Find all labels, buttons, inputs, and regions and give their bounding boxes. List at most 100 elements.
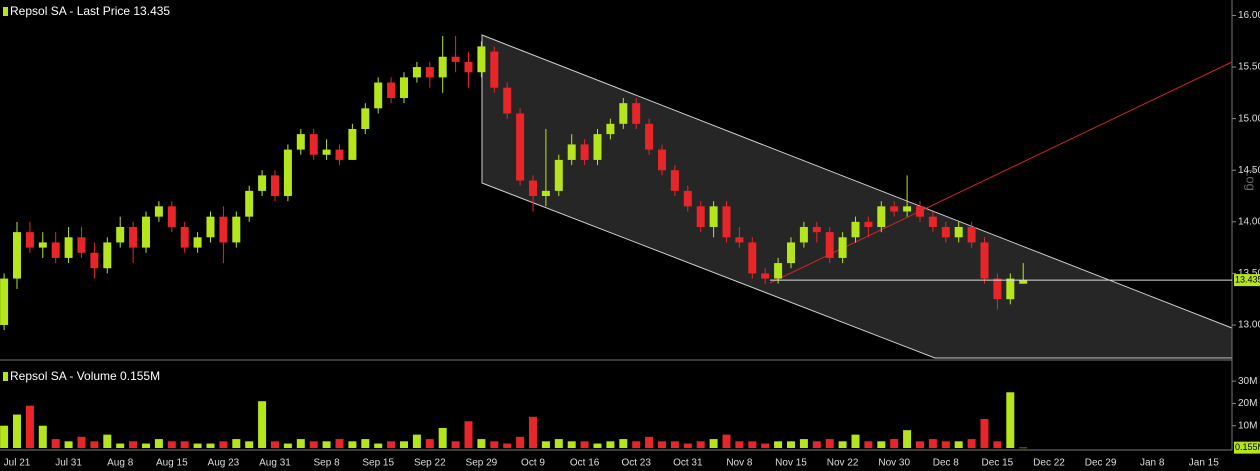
candle-body — [1006, 278, 1015, 300]
candle-body — [877, 206, 886, 227]
volume-bar — [322, 441, 331, 448]
legend-swatch — [3, 372, 8, 381]
volume-bar — [90, 441, 99, 448]
candle-body — [567, 144, 576, 160]
volume-bar — [374, 443, 383, 448]
volume-bar — [1019, 447, 1028, 449]
volume-bar — [967, 439, 976, 448]
volume-bar — [64, 441, 73, 448]
candle-body — [335, 149, 344, 160]
candle-body — [451, 56, 460, 62]
candle-body — [658, 149, 666, 171]
volume-tag — [1234, 441, 1260, 454]
candle-body — [580, 144, 589, 160]
trend-line — [769, 61, 1233, 284]
candle-body — [516, 113, 525, 181]
candle-body — [954, 226, 963, 238]
volume-bar — [1006, 392, 1015, 448]
candle-body — [180, 226, 189, 248]
legend-swatch — [3, 7, 8, 16]
volume-bar — [529, 416, 537, 448]
candle-body — [296, 134, 305, 150]
volume-bar — [38, 425, 47, 448]
y-tick-label: 15.00 — [1238, 113, 1260, 124]
candle-body — [735, 237, 744, 243]
volume-bar — [25, 405, 34, 448]
volume-bar — [645, 436, 654, 448]
volume-bar — [490, 441, 499, 448]
candle-body — [154, 206, 163, 217]
volume-bar — [928, 439, 937, 448]
candle-body — [322, 149, 331, 155]
volume-bar — [851, 434, 860, 448]
y-tick-label: 15.50 — [1238, 62, 1260, 73]
volume-bar — [283, 443, 292, 448]
candle-body — [438, 56, 447, 78]
volume-bar — [438, 427, 447, 448]
x-tick-label: Sep 29 — [466, 458, 498, 469]
candle-body — [890, 206, 899, 212]
candle-body — [477, 46, 486, 73]
x-tick-label: Jan 8 — [1140, 458, 1165, 469]
candle-body — [90, 252, 99, 269]
candle-body — [748, 242, 757, 274]
candle-body — [851, 221, 860, 238]
y-tick-label: 20M — [1238, 398, 1257, 409]
volume-bar — [206, 443, 215, 448]
candle-body — [258, 175, 267, 191]
volume-bar — [619, 439, 628, 448]
volume-bar — [606, 441, 615, 448]
volume-bar — [890, 439, 899, 448]
candle-body — [709, 206, 718, 227]
candle-body — [541, 190, 550, 197]
candle-body — [670, 170, 679, 191]
candle-body — [645, 123, 654, 150]
volume-bar — [696, 441, 705, 448]
volume-bar — [348, 441, 357, 448]
volume-bar — [451, 441, 460, 448]
volume-bar — [632, 441, 641, 448]
candle-body — [993, 278, 1002, 300]
candle-body — [490, 51, 499, 88]
candle-body — [374, 82, 383, 109]
volume-bar — [877, 441, 886, 448]
x-tick-label: Sep 22 — [414, 458, 446, 469]
x-tick-label: Nov 8 — [726, 458, 753, 469]
candle-body — [774, 263, 783, 279]
price-tag — [1234, 274, 1260, 287]
volume-bar — [13, 414, 21, 448]
volume-bar — [954, 441, 963, 448]
x-tick-label: Sep 8 — [314, 458, 341, 469]
y-tick-label: 13.50 — [1238, 268, 1260, 279]
volume-bar — [464, 421, 473, 448]
volume-bar — [761, 443, 770, 448]
x-tick-label: Dec 8 — [933, 458, 960, 469]
candle-body — [64, 237, 73, 258]
candle-body — [167, 206, 176, 227]
volume-bar — [916, 441, 924, 448]
candle-body — [25, 232, 34, 248]
volume-bar — [748, 441, 757, 448]
candle-body — [232, 216, 241, 243]
volume-bar — [980, 419, 989, 448]
candle-body — [980, 242, 989, 279]
x-tick-label: Sep 15 — [362, 458, 394, 469]
x-tick-label: Nov 15 — [775, 458, 807, 469]
candle-body — [941, 226, 950, 238]
candle-body — [916, 206, 924, 217]
axis-label: Log — [1244, 169, 1259, 191]
candle-body — [696, 206, 705, 227]
volume-bar — [554, 439, 563, 448]
volume-bar — [258, 401, 267, 448]
volume-bar — [154, 439, 163, 448]
volume-bar — [516, 436, 525, 448]
volume-bar — [993, 441, 1002, 448]
volume-bar — [503, 443, 512, 448]
volume-bar — [271, 441, 279, 448]
volume-bar — [735, 441, 744, 448]
candle-body — [825, 232, 834, 258]
candle-body — [387, 82, 396, 99]
volume-bar — [180, 441, 189, 448]
candle-body — [838, 237, 847, 258]
trend-channel — [481, 34, 1233, 359]
